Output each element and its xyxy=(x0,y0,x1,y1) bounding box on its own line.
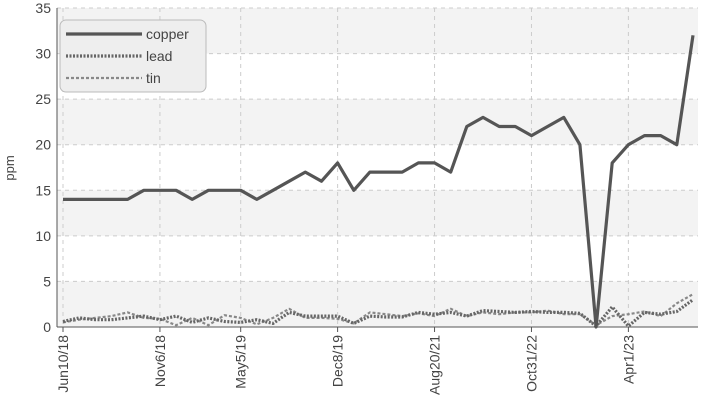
y-tick-label: 20 xyxy=(35,137,51,153)
y-axis-title: ppm xyxy=(2,155,17,180)
x-tick-label: Oct31/22 xyxy=(523,335,539,392)
plot-band xyxy=(57,190,698,236)
y-tick-label: 10 xyxy=(35,228,51,244)
y-tick-label: 5 xyxy=(43,273,51,289)
legend-label-lead: lead xyxy=(146,48,172,64)
x-tick-labels: Jun10/18 Nov6/18 May5/19 Dec8/19 Aug20/21 Oct… xyxy=(55,335,703,395)
series-lines xyxy=(62,35,695,329)
x-tick-label: Apr1/23 xyxy=(620,335,636,384)
axes xyxy=(56,8,698,332)
y-tick-labels: 0 5 10 15 20 25 30 35 xyxy=(35,0,51,335)
legend: copper lead tin xyxy=(59,19,207,93)
plot-band xyxy=(57,99,698,145)
x-tick-label: Aug20/21 xyxy=(427,335,443,395)
y-tick-label: 0 xyxy=(43,319,51,335)
y-tick-label: 25 xyxy=(35,91,51,107)
series-line-lead xyxy=(62,298,694,328)
y-tick-label: 30 xyxy=(35,46,51,62)
plot-band xyxy=(57,281,698,327)
x-tick-label: May5/19 xyxy=(233,335,249,389)
y-tick-label: 35 xyxy=(35,0,51,16)
legend-label-copper: copper xyxy=(146,26,189,42)
x-tick-label: Dec8/19 xyxy=(330,335,346,387)
x-tick-label: Jun10/18 xyxy=(55,335,71,393)
x-tick-label: Nov6/18 xyxy=(152,335,168,387)
x-tick-label: Sep1/23 xyxy=(701,335,703,387)
y-tick-label: 15 xyxy=(35,182,51,198)
legend-label-tin: tin xyxy=(146,70,161,86)
series-line-copper xyxy=(63,35,695,329)
